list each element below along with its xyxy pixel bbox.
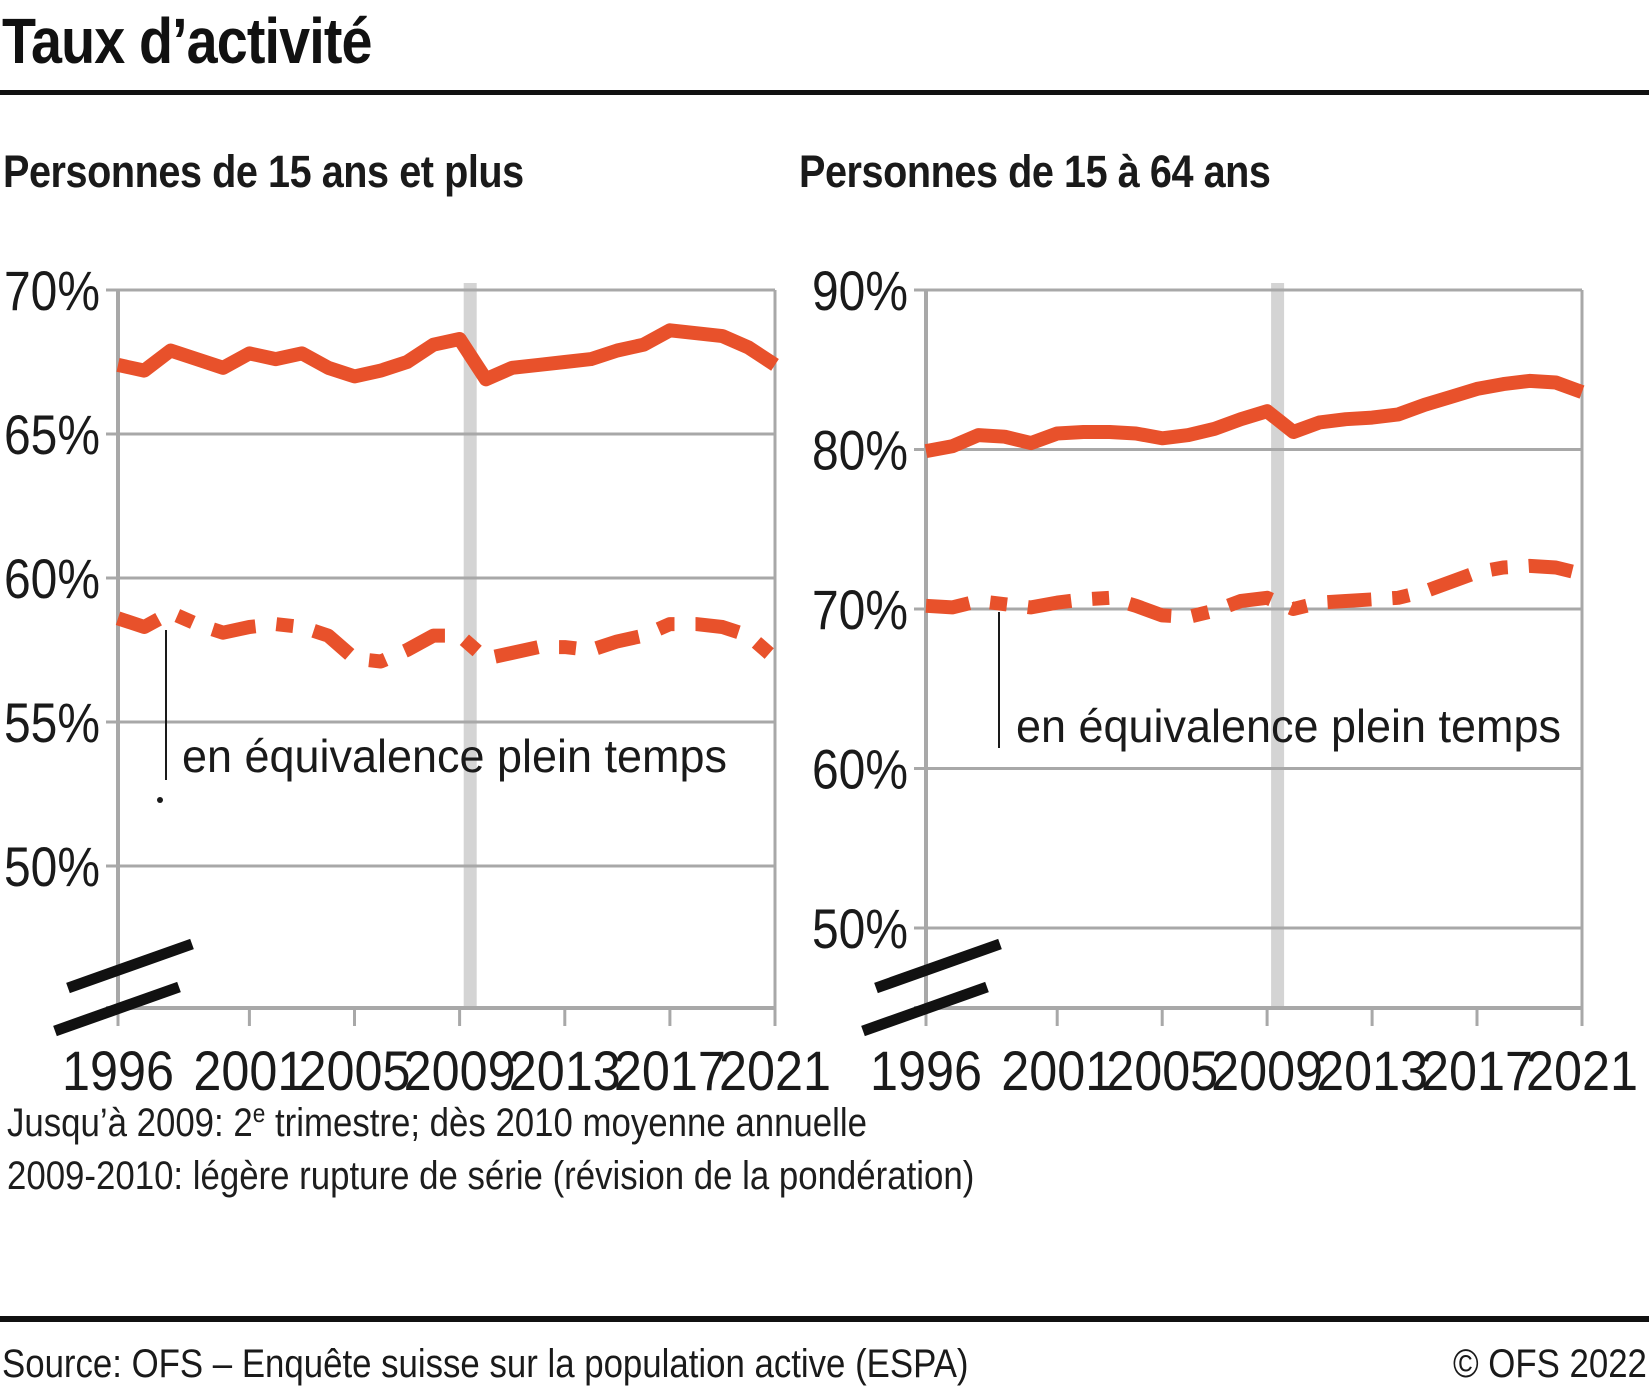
- x-axis-ticks: [924, 1008, 1584, 1026]
- axis-break-marks: [53, 938, 194, 1037]
- gridlines: [914, 288, 1582, 930]
- x-tick-label: 2005: [299, 1039, 411, 1102]
- x-tick-label: 2005: [1106, 1039, 1218, 1102]
- x-tick-label: 2021: [1526, 1039, 1638, 1102]
- x-tick-label: 2001: [1001, 1039, 1113, 1102]
- footnotes: Jusqu’à 2009: 2e trimestre; dès 2010 moy…: [7, 1097, 974, 1203]
- footer-rule: [0, 1316, 1649, 1322]
- y-tick-label: 60%: [4, 547, 100, 610]
- gridlines: [106, 288, 775, 868]
- y-tick-label: 55%: [4, 691, 100, 754]
- superscript-e: e: [252, 1098, 266, 1128]
- series-break-band: [1271, 283, 1285, 1008]
- annotation-label: en équivalence plein temps: [1016, 700, 1561, 752]
- axis-break-marks: [861, 938, 1002, 1037]
- x-tick-label: 2017: [614, 1039, 726, 1102]
- title-rule: [0, 90, 1649, 95]
- x-tick-label: 2013: [509, 1039, 621, 1102]
- y-tick-label: 60%: [812, 738, 908, 801]
- x-tick-label: 2009: [404, 1039, 516, 1102]
- x-tick-label: 1996: [870, 1039, 982, 1102]
- page-title: Taux d’activité: [2, 5, 372, 77]
- footnote-line-1: Jusqu’à 2009: 2e trimestre; dès 2010 moy…: [7, 1097, 974, 1150]
- footnote-1-prefix: Jusqu’à 2009: 2: [7, 1101, 253, 1145]
- x-tick-label: 2009: [1211, 1039, 1323, 1102]
- x-tick-label: 2013: [1316, 1039, 1428, 1102]
- x-tick-label: 2017: [1421, 1039, 1533, 1102]
- left-chart-title: Personnes de 15 ans et plus: [3, 146, 524, 197]
- activity-rate-line: [116, 323, 779, 387]
- footnote-line-2: 2009-2010: légère rupture de série (révi…: [7, 1154, 975, 1198]
- fte-activity-rate-line: [925, 558, 1584, 624]
- x-tick-label: 2021: [719, 1039, 831, 1102]
- x-axis-ticks: [116, 1008, 777, 1026]
- right-chart-title: Personnes de 15 à 64 ans: [799, 146, 1271, 197]
- x-tick-label: 1996: [62, 1039, 174, 1102]
- source-text: Source: OFS – Enquête suisse sur la popu…: [2, 1342, 969, 1386]
- activity-rate-line: [924, 373, 1585, 458]
- y-tick-label: 90%: [812, 259, 908, 322]
- right-chart-plot: en équivalence plein temps 90% 80% 70% 60% 50…: [812, 259, 1638, 1102]
- y-tick-label: 80%: [812, 419, 908, 482]
- footnote-1-rest: trimestre; dès 2010 moyenne annuelle: [265, 1101, 867, 1145]
- x-tick-label: 2001: [193, 1039, 305, 1102]
- left-chart-plot: en équivalence plein temps 70% 65% 60% 55% 50…: [4, 259, 831, 1102]
- y-tick-label: 50%: [4, 835, 100, 898]
- y-axis-labels: 90% 80% 70% 60% 50%: [812, 259, 908, 960]
- y-tick-label: 65%: [4, 403, 100, 466]
- y-tick-label: 70%: [4, 259, 100, 322]
- y-tick-label: 70%: [812, 578, 908, 641]
- annotation-label: en équivalence plein temps: [182, 730, 727, 782]
- y-tick-label: 50%: [812, 897, 908, 960]
- copyright-text: © OFS 2022: [1453, 1342, 1647, 1386]
- stray-dot: [157, 797, 163, 803]
- fte-activity-rate-line: [115, 605, 780, 669]
- y-axis-labels: 70% 65% 60% 55% 50%: [4, 259, 100, 898]
